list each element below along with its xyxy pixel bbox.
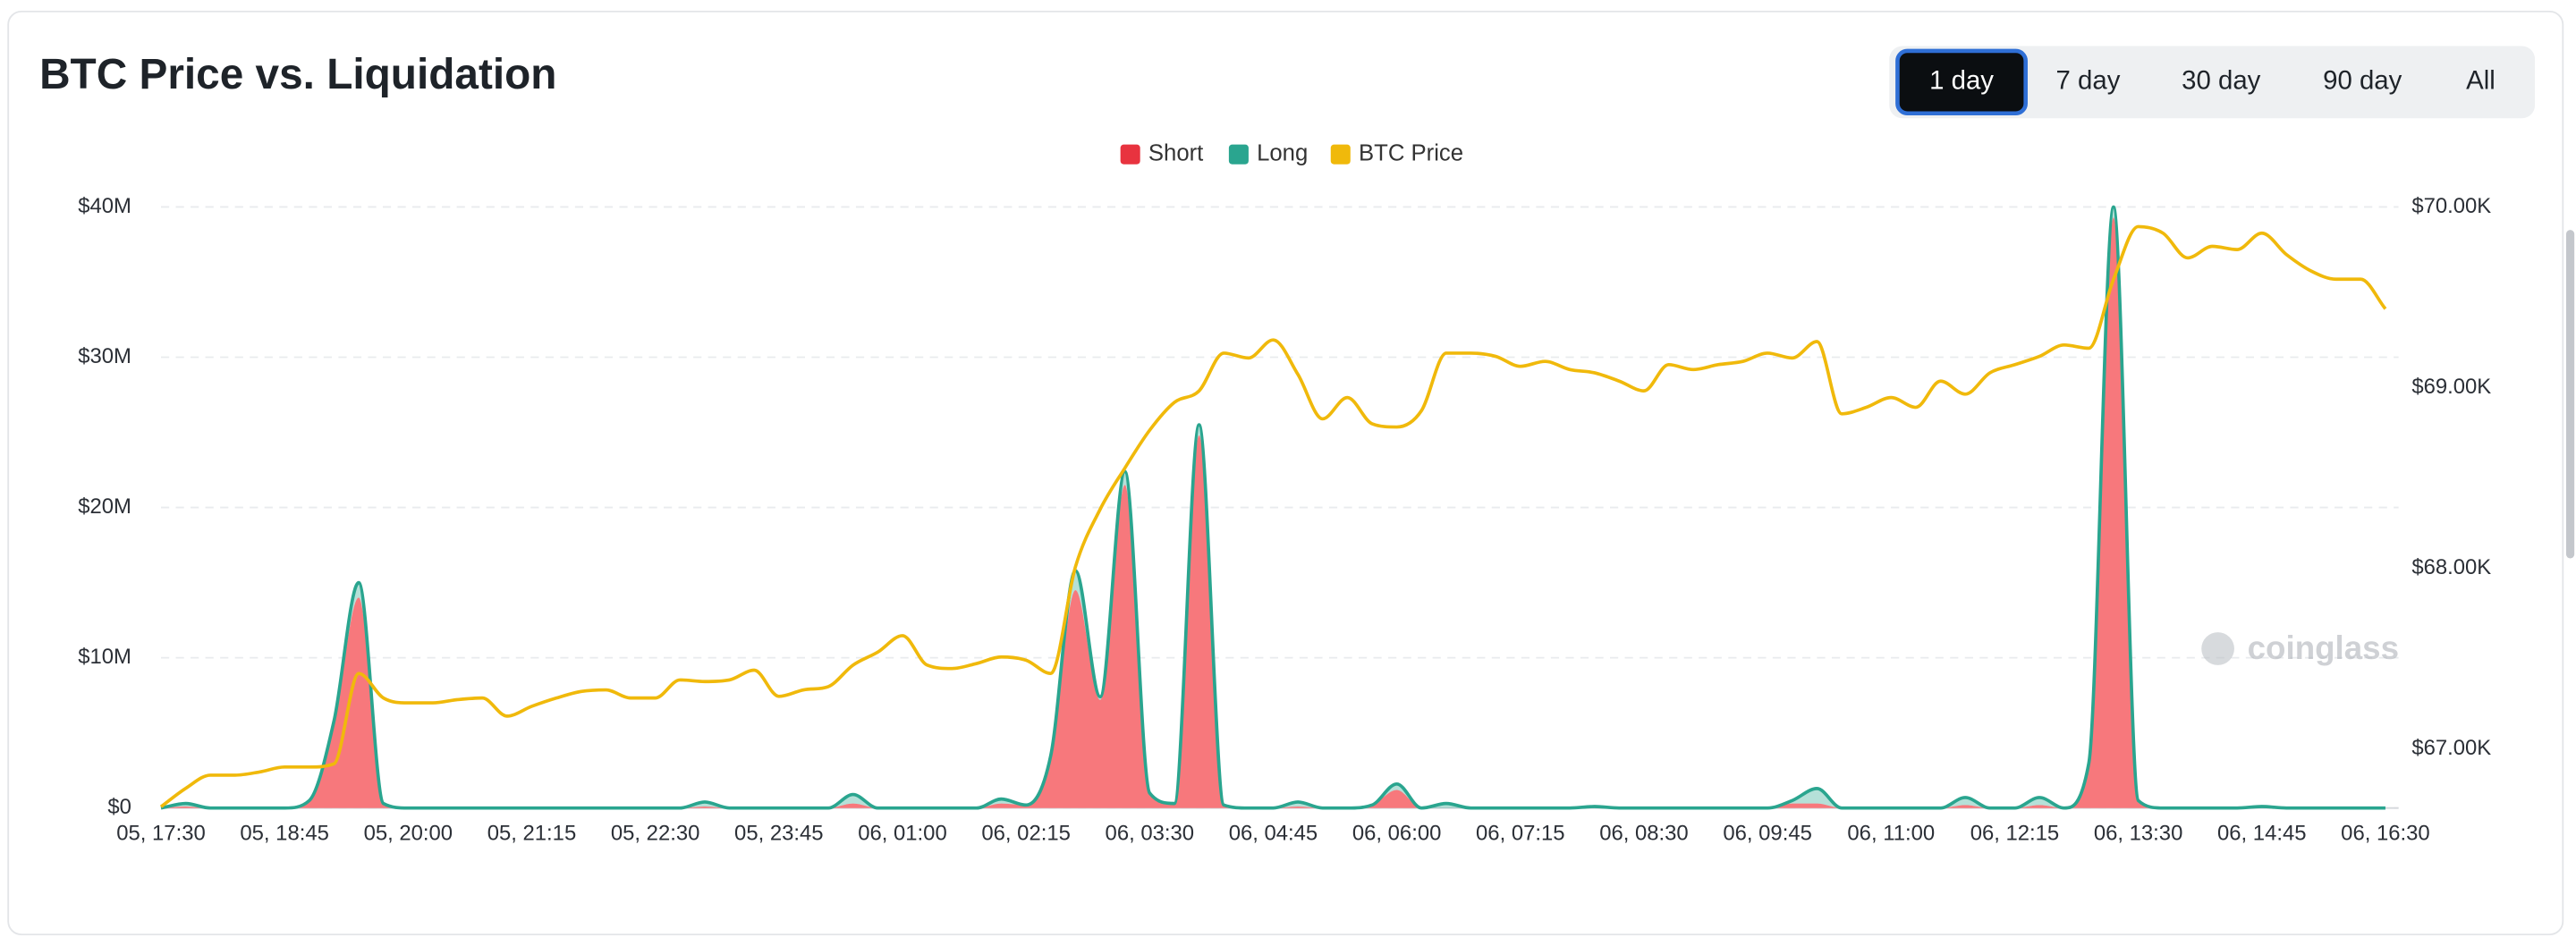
tab-label[interactable]: 90 day xyxy=(2323,66,2402,96)
x-tick-label: 05, 22:30 xyxy=(611,821,700,845)
tab-label[interactable]: 30 day xyxy=(2182,66,2261,96)
legend-item[interactable]: Long xyxy=(1228,140,1308,165)
legend-label[interactable]: Short xyxy=(1148,140,1203,165)
y-tick-label: $20M xyxy=(78,494,131,519)
y2-tick-label: $70.00K xyxy=(2411,194,2491,218)
x-tick-label: 05, 20:00 xyxy=(364,821,453,845)
tab-active-bg xyxy=(1895,48,2028,116)
y2-tick-label: $68.00K xyxy=(2411,555,2491,579)
x-tick-label: 06, 14:45 xyxy=(2217,821,2307,845)
x-tick-label: 06, 13:30 xyxy=(2094,821,2183,845)
tab[interactable]: All xyxy=(2466,66,2496,96)
watermark-logo xyxy=(2201,632,2234,665)
watermark: coinglass xyxy=(2201,629,2399,666)
tab-label[interactable]: All xyxy=(2466,66,2496,96)
legend-item[interactable]: Short xyxy=(1120,140,1204,165)
card xyxy=(7,10,2564,936)
legend-swatch xyxy=(1330,144,1351,165)
area-edge xyxy=(160,205,2385,810)
x-tick-label: 05, 18:45 xyxy=(240,821,329,845)
legend-label[interactable]: Long xyxy=(1257,140,1308,165)
tab[interactable]: 7 day xyxy=(2056,66,2121,96)
x-tick-label: 06, 16:30 xyxy=(2341,821,2430,845)
legend-swatch xyxy=(1120,144,1140,165)
x-tick-label: 06, 09:45 xyxy=(1723,821,1812,845)
tab[interactable]: 1 day xyxy=(1895,48,2028,116)
y-tick-label: $0 xyxy=(107,795,131,819)
scrollbar xyxy=(2565,230,2575,559)
tab[interactable]: 30 day xyxy=(2182,66,2261,96)
x-tick-label: 05, 21:15 xyxy=(487,821,577,845)
x-tick-label: 05, 23:45 xyxy=(734,821,824,845)
watermark-text: coinglass xyxy=(2248,629,2399,666)
x-tick-label: 06, 01:00 xyxy=(858,821,947,845)
line xyxy=(159,224,2387,808)
tab[interactable]: 90 day xyxy=(2323,66,2402,96)
y2-tick-label: $67.00K xyxy=(2411,736,2491,760)
y-tick-label: $40M xyxy=(78,194,131,218)
y-tick-label: $10M xyxy=(78,645,131,669)
y-tick-label: $30M xyxy=(78,344,131,368)
chart-title: BTC Price vs. Liquidation xyxy=(39,51,556,98)
x-tick-label: 06, 07:15 xyxy=(1476,821,1565,845)
plot: $0 $10M $20M $30M $40M $67.00K $68.00K $69.00K $… xyxy=(78,140,2491,845)
x-tick-label: 06, 06:00 xyxy=(1352,821,1442,845)
x-tick-label: 06, 03:30 xyxy=(1106,821,1195,845)
tab-bar xyxy=(1889,46,2536,119)
tabs: 1 day 7 day 30 day 90 day All xyxy=(1895,48,2496,116)
x-tick-label: 06, 11:00 xyxy=(1847,821,1935,845)
legend-item[interactable]: BTC Price xyxy=(1330,140,1463,165)
x-tick-label: 06, 08:30 xyxy=(1599,821,1689,845)
x-tick-label: 06, 02:15 xyxy=(981,821,1071,845)
x-tick-label: 06, 12:15 xyxy=(1970,821,2060,845)
x-tick-label: 06, 04:45 xyxy=(1229,821,1318,845)
legend-label[interactable]: BTC Price xyxy=(1359,140,1463,165)
tab-label[interactable]: 7 day xyxy=(2056,66,2121,96)
tab-label[interactable]: 1 day xyxy=(1929,66,1994,96)
x-tick-label: 05, 17:30 xyxy=(116,821,206,845)
y2-tick-label: $69.00K xyxy=(2411,375,2491,399)
legend-swatch xyxy=(1228,144,1249,165)
